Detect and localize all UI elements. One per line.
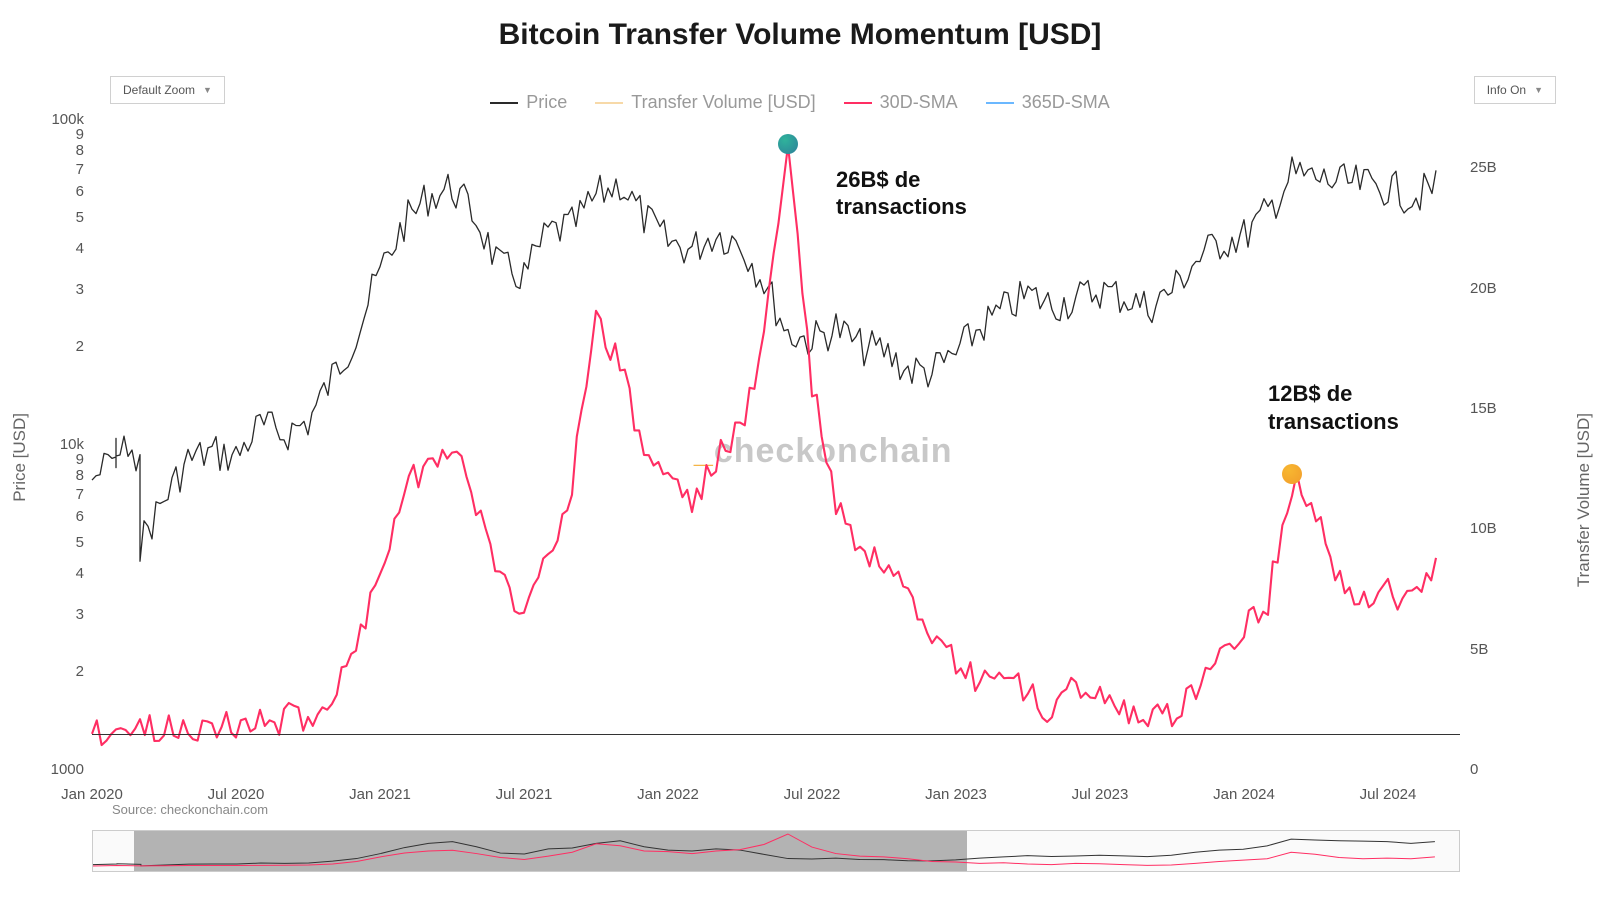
y-left-tick: 6: [76, 508, 92, 525]
legend-label: 30D-SMA: [880, 92, 958, 113]
y-left-tick: 3: [76, 606, 92, 623]
annotation-label: 12B$ detransactions: [1268, 380, 1399, 435]
y-left-tick: 4: [76, 565, 92, 582]
annotation-marker: [1282, 464, 1302, 484]
y-axis-right-label: Transfer Volume [USD]: [1574, 413, 1594, 587]
y-left-tick: 4: [76, 240, 92, 257]
y-right-tick: 0: [1460, 761, 1478, 778]
y-right-tick: 10B: [1460, 520, 1497, 537]
y-left-tick: 6: [76, 183, 92, 200]
chart-svg: [92, 120, 1460, 770]
y-left-tick: 8: [76, 467, 92, 484]
x-tick: Jan 2022: [637, 770, 699, 803]
y-left-tick: 3: [76, 281, 92, 298]
y-left-tick: 2: [76, 338, 92, 355]
x-tick: Jan 2021: [349, 770, 411, 803]
y-left-tick: 7: [76, 161, 92, 178]
x-tick: Jul 2022: [784, 770, 841, 803]
y-left-tick: 7: [76, 486, 92, 503]
legend-item[interactable]: Price: [490, 92, 567, 113]
chart-plot-area[interactable]: _checkonchain 100k9876543210k98765432100…: [92, 120, 1460, 770]
chart-legend: Price Transfer Volume [USD] 30D-SMA 365D-SM…: [0, 92, 1600, 113]
y-left-tick: 5: [76, 534, 92, 551]
legend-swatch: [844, 102, 872, 104]
y-left-tick: 5: [76, 209, 92, 226]
y-left-tick: 9: [76, 126, 92, 143]
x-tick: Jul 2023: [1072, 770, 1129, 803]
legend-swatch: [490, 102, 518, 104]
source-attribution: Source: checkonchain.com: [112, 802, 268, 817]
legend-item[interactable]: 30D-SMA: [844, 92, 958, 113]
y-right-tick: 20B: [1460, 280, 1497, 297]
legend-item[interactable]: 365D-SMA: [986, 92, 1110, 113]
annotation-label: 26B$ detransactions: [836, 166, 967, 221]
y-right-tick: 15B: [1460, 400, 1497, 417]
y-axis-left-label: Price [USD]: [10, 413, 30, 502]
x-tick: Jul 2024: [1360, 770, 1417, 803]
legend-label: Transfer Volume [USD]: [631, 92, 815, 113]
x-tick: Jan 2023: [925, 770, 987, 803]
y-right-tick: 25B: [1460, 159, 1497, 176]
legend-swatch: [595, 102, 623, 104]
legend-item[interactable]: Transfer Volume [USD]: [595, 92, 815, 113]
x-tick: Jul 2020: [208, 770, 265, 803]
x-tick: Jul 2021: [496, 770, 553, 803]
legend-swatch: [986, 102, 1014, 104]
annotation-marker: [778, 134, 798, 154]
time-range-slider[interactable]: [92, 830, 1460, 872]
x-axis-baseline: [92, 734, 1460, 735]
y-left-tick: 8: [76, 142, 92, 159]
legend-label: 365D-SMA: [1022, 92, 1110, 113]
chart-title: Bitcoin Transfer Volume Momentum [USD]: [0, 18, 1600, 52]
x-tick: Jan 2020: [61, 770, 123, 803]
x-tick: Jan 2024: [1213, 770, 1275, 803]
legend-label: Price: [526, 92, 567, 113]
y-left-tick: 2: [76, 663, 92, 680]
y-left-tick: 9: [76, 451, 92, 468]
y-right-tick: 5B: [1460, 641, 1488, 658]
